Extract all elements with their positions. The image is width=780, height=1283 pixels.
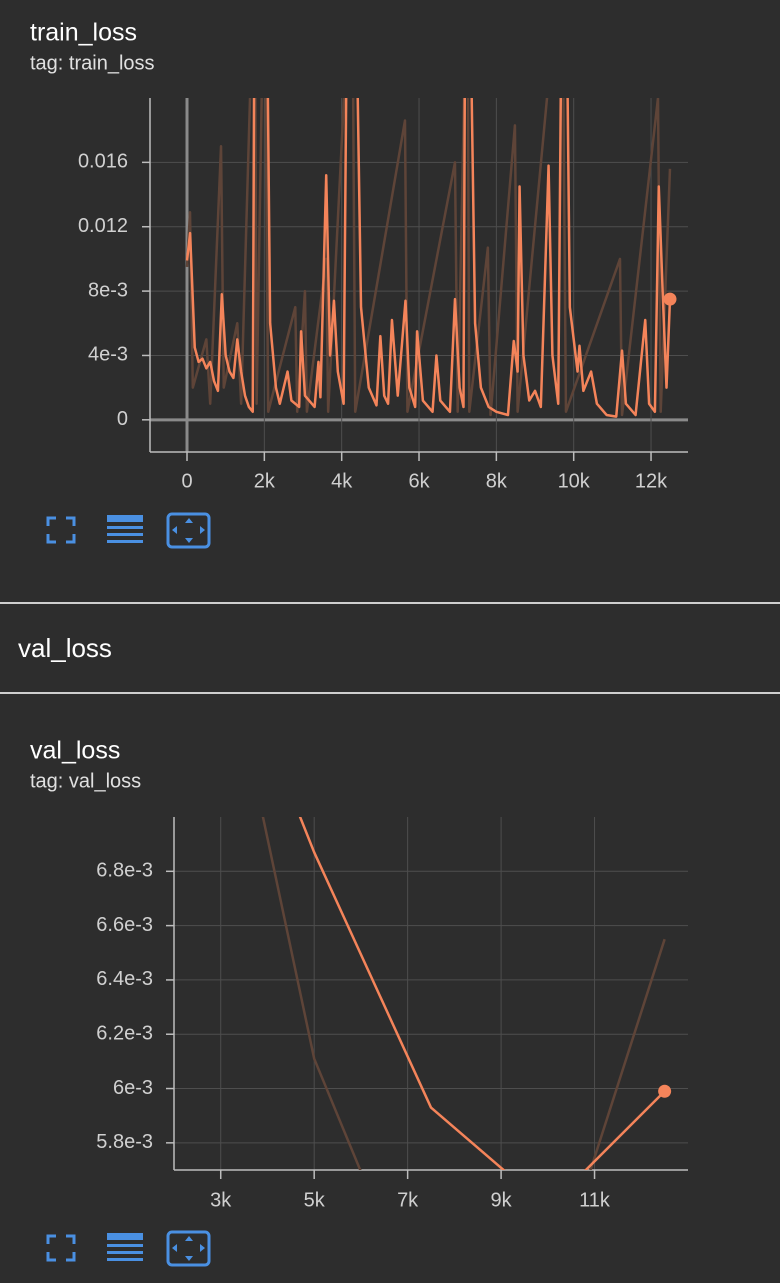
y-tick-label: 0.016: [78, 151, 128, 173]
x-tick-label: 10k: [558, 470, 591, 492]
x-tick-label: 8k: [486, 470, 508, 492]
x-tick-label: 2k: [254, 470, 276, 492]
x-tick-label: 3k: [210, 1189, 232, 1211]
toggle-log-button[interactable]: [107, 1233, 143, 1261]
x-tick-label: 0: [181, 470, 192, 492]
toggle-log-button[interactable]: [107, 515, 143, 543]
chart: 5.8e-3 6e-3 6.2e-3 6.4e-3 6.6e-3 6.8e-3 3k 5k 7k…: [96, 817, 688, 1211]
y-tick-label: 6.2e-3: [96, 1023, 153, 1045]
end-marker: [663, 292, 677, 306]
x-tick-label: 5k: [304, 1189, 326, 1211]
x-tick-label: 6k: [408, 470, 430, 492]
series-line: [185, 98, 672, 417]
y-tick-label: 0.012: [78, 215, 128, 237]
section-title: val_loss: [18, 633, 112, 663]
fit-domain-button[interactable]: [166, 512, 211, 549]
plot-area: [185, 98, 677, 418]
chart: 0 4e-3 8e-3 0.012 0.016 0 2k 4k 6k 8k 10k 12k: [78, 98, 688, 492]
chart-subtitle: tag: val_loss: [30, 770, 141, 792]
plot-area: [261, 817, 672, 1170]
fullscreen-button[interactable]: [46, 516, 76, 544]
y-tick-label: 6.8e-3: [96, 860, 153, 882]
x-tick-label: 12k: [635, 470, 668, 492]
series-line: [298, 817, 666, 1170]
y-tick-label: 8e-3: [88, 279, 128, 301]
y-tick-label: 6.6e-3: [96, 914, 153, 936]
fit-domain-button[interactable]: [166, 1230, 211, 1267]
chart-subtitle: tag: train_loss: [30, 52, 155, 74]
chart-title: train_loss: [30, 19, 137, 47]
series-line: [261, 817, 666, 1170]
y-tick-label: 0: [117, 408, 128, 430]
series-line: [185, 98, 672, 418]
chart-title: val_loss: [30, 737, 120, 765]
y-tick-label: 4e-3: [88, 344, 128, 366]
y-tick-label: 5.8e-3: [96, 1131, 153, 1153]
x-tick-label: 9k: [491, 1189, 513, 1211]
x-tick-label: 11k: [579, 1189, 611, 1211]
end-marker: [658, 1084, 672, 1098]
x-tick-label: 4k: [331, 470, 353, 492]
fullscreen-button[interactable]: [46, 1234, 76, 1262]
y-tick-label: 6.4e-3: [96, 968, 153, 990]
x-tick-label: 7k: [397, 1189, 419, 1211]
y-tick-label: 6e-3: [113, 1077, 153, 1099]
